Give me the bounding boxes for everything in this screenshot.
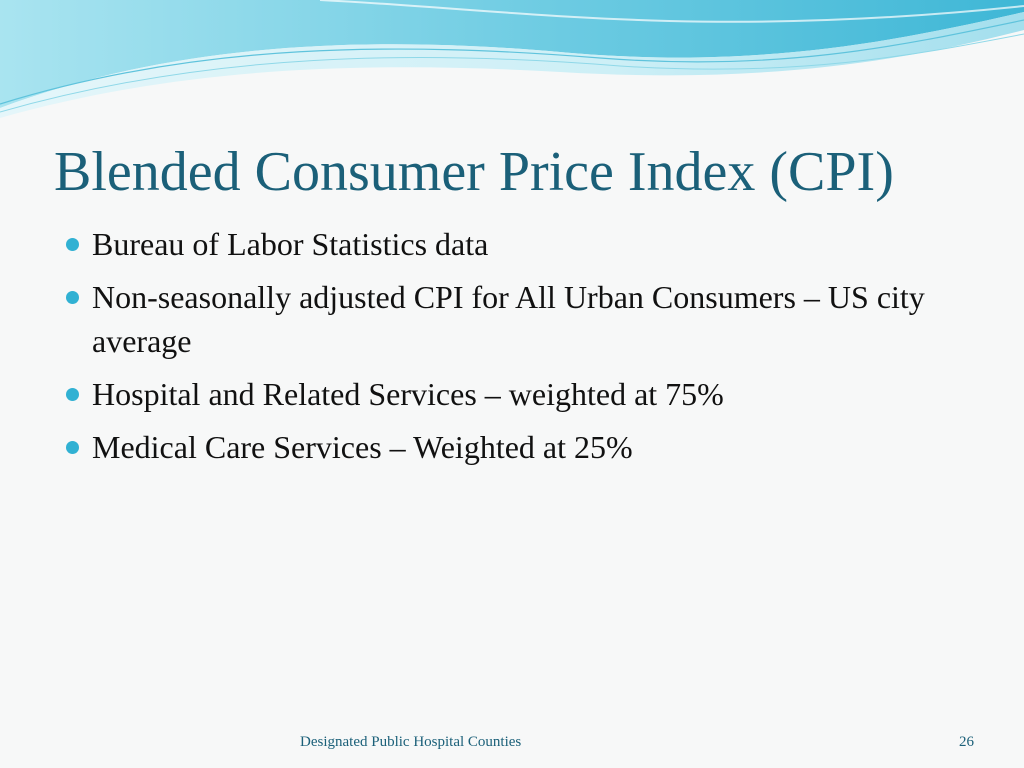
- bullet-dot-icon: [66, 388, 79, 401]
- bullet-item: Bureau of Labor Statistics data: [64, 222, 964, 266]
- slide-title: Blended Consumer Price Index (CPI): [54, 141, 894, 203]
- bullet-item: Non-seasonally adjusted CPI for All Urba…: [64, 275, 964, 363]
- bullet-dot-icon: [66, 291, 79, 304]
- bullet-text: Bureau of Labor Statistics data: [92, 226, 489, 262]
- bullet-dot-icon: [66, 441, 79, 454]
- slide-number: 26: [959, 734, 974, 750]
- bullet-text: Hospital and Related Services – weighted…: [92, 376, 724, 412]
- bullet-list: Bureau of Labor Statistics data Non-seas…: [64, 222, 964, 478]
- bullet-text: Non-seasonally adjusted CPI for All Urba…: [92, 279, 925, 359]
- bullet-item: Medical Care Services – Weighted at 25%: [64, 425, 964, 469]
- bullet-dot-icon: [66, 238, 79, 251]
- footer-text: Designated Public Hospital Counties: [300, 734, 522, 750]
- bullet-text: Medical Care Services – Weighted at 25%: [92, 429, 633, 465]
- bullet-item: Hospital and Related Services – weighted…: [64, 372, 964, 416]
- wave-header-decoration: [0, 0, 1024, 118]
